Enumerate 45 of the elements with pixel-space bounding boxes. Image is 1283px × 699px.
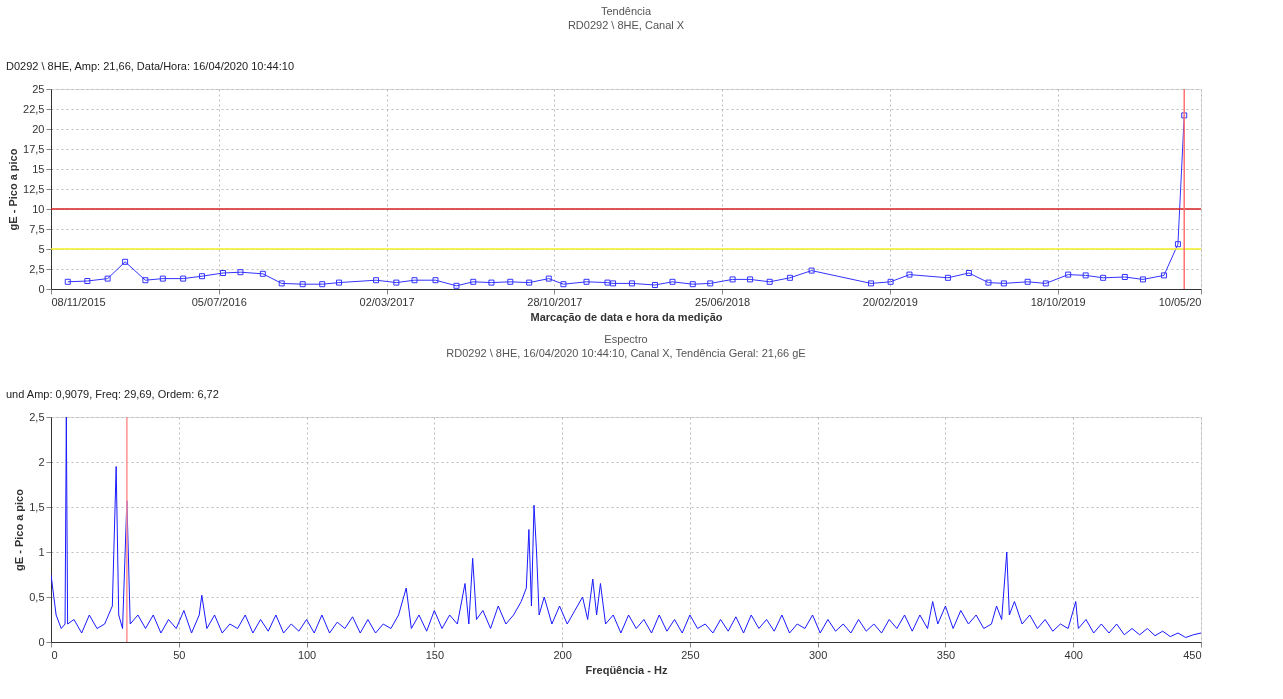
y-tick-label: 20 <box>32 122 45 135</box>
x-tick-label: 18/10/2019 <box>1030 295 1086 308</box>
x-tick-label: 25/06/2018 <box>695 295 751 308</box>
text: und Amp: 0,9079, Freq: 29,69, Ordem: 6,72 <box>6 388 219 400</box>
y-tick-label: 2,5 <box>29 262 45 275</box>
y-tick-label: 12,5 <box>23 182 45 195</box>
x-tick-label: 08/11/2015 <box>51 295 106 308</box>
y-tick-label: 7,5 <box>29 222 45 235</box>
x-tick-label: 28/10/2017 <box>527 295 583 308</box>
y-tick-label: 17,5 <box>23 142 45 155</box>
chart-title: Espectro <box>604 333 648 345</box>
y-tick-label: 0 <box>38 282 45 295</box>
x-tick-label: 10/05/20 <box>1158 295 1202 308</box>
chart-subtitle: RD0292 \ 8HE, Canal X <box>567 19 685 31</box>
x-tick-label: 0 <box>51 648 58 661</box>
x-tick-label: 250 <box>681 648 700 661</box>
x-tick-label: 150 <box>425 648 445 661</box>
y-axis-title: gE - Pico a pico <box>7 148 20 231</box>
x-tick-label: 200 <box>553 648 572 661</box>
y-tick-label: 25 <box>32 82 45 95</box>
text: D0292 \ 8HE, Amp: 21,66, Data/Hora: 16/04/2020 10:44:10 <box>6 60 295 72</box>
chart-subtitle: RD0292 \ 8HE, 16/04/2020 10:44:10, Canal X, Tendência Geral: 21,66 gE <box>446 347 806 359</box>
y-tick-label: 0,5 <box>29 590 45 603</box>
x-tick-label: 100 <box>297 648 317 661</box>
y-tick-label: 5 <box>38 242 45 255</box>
x-tick-label: 02/03/2017 <box>359 295 415 308</box>
x-tick-label: 300 <box>808 648 828 661</box>
x-tick-label: 400 <box>1064 648 1083 661</box>
y-tick-label: 2,5 <box>29 410 45 423</box>
y-tick-label: 1 <box>38 545 45 558</box>
x-tick-label: 05/07/2016 <box>191 295 247 308</box>
x-tick-label: 20/02/2019 <box>862 295 918 308</box>
x-tick-label: 450 <box>1183 648 1202 661</box>
x-axis-title: Marcação de data e hora da medição <box>530 310 723 323</box>
y-tick-label: 22,5 <box>23 102 45 115</box>
y-axis-title: gE - Pico a pico <box>13 488 26 571</box>
x-axis-title: Freqüência - Hz <box>585 663 668 676</box>
y-tick-label: 1,5 <box>29 500 45 513</box>
y-tick-label: 2 <box>38 455 45 468</box>
y-tick-label: 10 <box>32 202 45 215</box>
chart-title: Tendência <box>600 5 652 17</box>
x-tick-label: 50 <box>173 648 186 661</box>
y-tick-label: 15 <box>32 162 45 175</box>
x-tick-label: 350 <box>936 648 956 661</box>
y-tick-label: 0 <box>38 635 45 648</box>
